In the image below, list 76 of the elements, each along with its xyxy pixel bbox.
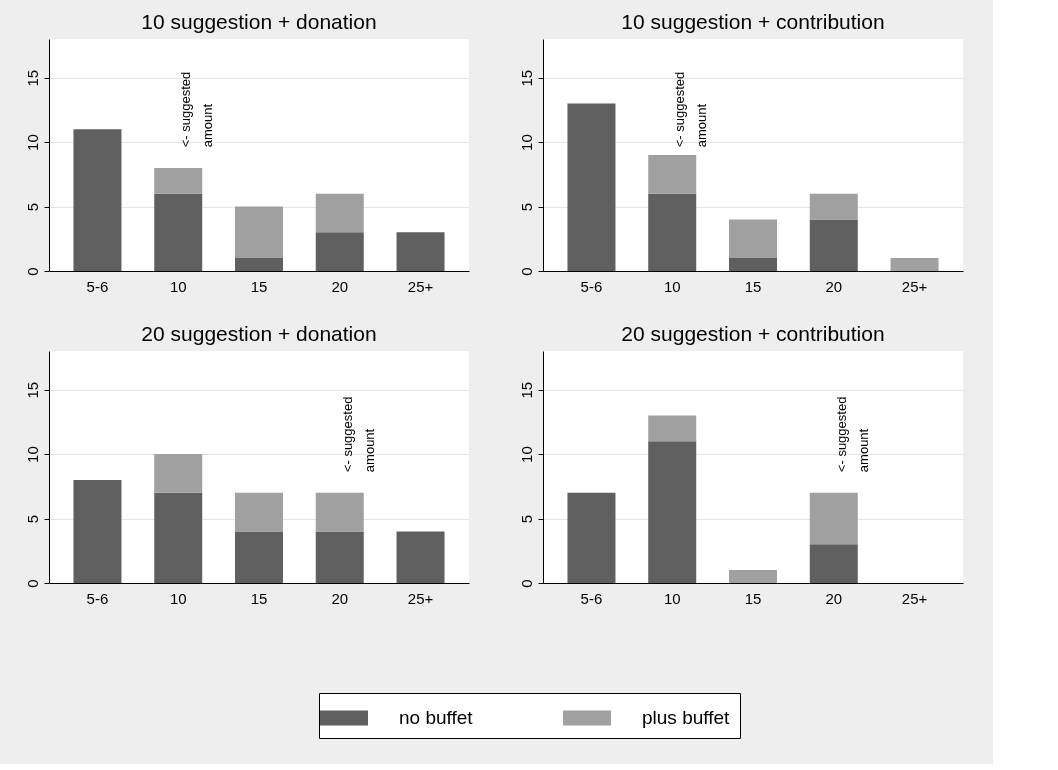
bar	[73, 129, 122, 271]
bar	[729, 570, 777, 583]
y-tick-label: 0	[517, 579, 535, 588]
chart-title: 20 suggestion + contribution	[621, 322, 885, 345]
bar	[809, 193, 858, 220]
x-tick-label: 5-6	[86, 277, 109, 295]
x-tick-label: 15	[744, 589, 762, 607]
bar	[315, 232, 364, 271]
x-tick-label: 10	[663, 277, 681, 295]
x-tick-label: 15	[744, 277, 762, 295]
bar	[809, 544, 858, 583]
x-tick-label: 10	[169, 277, 187, 295]
chart-title: 10 suggestion + contribution	[621, 10, 885, 33]
x-tick-label: 25+	[407, 589, 434, 607]
x-tick-label: 25+	[407, 277, 434, 295]
bar	[809, 219, 858, 271]
x-tick-label: 20	[825, 589, 843, 607]
x-tick-label: 25+	[901, 589, 928, 607]
annotation: <- suggested amount	[339, 396, 377, 473]
y-tick-label: 0	[23, 579, 41, 588]
y-tick-label: 10	[23, 134, 41, 151]
y-tick-label: 0	[517, 267, 535, 276]
y-tick-label: 15	[23, 69, 41, 87]
bar	[154, 492, 203, 583]
y-tick-label: 15	[517, 381, 535, 399]
y-tick-label: 5	[23, 202, 41, 212]
annotation: <- suggested amount	[672, 71, 710, 148]
bar	[809, 492, 858, 545]
bar	[235, 258, 283, 271]
bar	[73, 479, 122, 583]
y-tick-label: 10	[517, 446, 535, 463]
bar	[154, 193, 203, 271]
x-tick-label: 10	[169, 589, 187, 607]
legend-label: plus buffet	[642, 707, 731, 728]
bar	[648, 415, 697, 442]
legend-label: no buffet	[399, 707, 474, 728]
x-tick-label: 25+	[901, 277, 928, 295]
bar	[729, 258, 777, 271]
bar	[567, 492, 616, 583]
y-tick-label: 10	[23, 446, 41, 463]
x-tick-label: 5-6	[580, 589, 603, 607]
y-tick-label: 5	[517, 514, 535, 524]
x-tick-label: 20	[331, 589, 349, 607]
annotation: <- suggested amount	[178, 71, 216, 148]
bar	[648, 441, 697, 583]
y-tick-label: 5	[23, 514, 41, 524]
bar	[235, 531, 283, 583]
bar	[729, 219, 777, 259]
y-tick-label: 15	[517, 69, 535, 87]
bar	[648, 155, 697, 194]
x-tick-label: 5-6	[580, 277, 603, 295]
x-tick-label: 15	[250, 589, 268, 607]
x-tick-label: 10	[663, 589, 681, 607]
bar	[315, 492, 364, 532]
bar	[154, 454, 203, 493]
bar	[567, 103, 616, 271]
bar	[396, 232, 445, 271]
chart-title: 20 suggestion + donation	[141, 322, 377, 345]
y-tick-label: 15	[23, 381, 41, 399]
y-tick-label: 10	[517, 134, 535, 151]
bar	[890, 258, 939, 271]
x-tick-label: 15	[250, 277, 268, 295]
bar	[154, 167, 203, 194]
bar	[315, 531, 364, 583]
x-tick-label: 20	[331, 277, 349, 295]
x-tick-label: 20	[825, 277, 843, 295]
y-tick-label: 0	[23, 267, 41, 276]
bar	[396, 531, 445, 583]
x-tick-label: 5-6	[86, 589, 109, 607]
bar	[648, 193, 697, 271]
bar	[235, 206, 283, 259]
annotation: <- suggested amount	[833, 396, 871, 473]
bar	[235, 492, 283, 532]
bar	[315, 193, 364, 233]
y-tick-label: 5	[517, 202, 535, 212]
chart-title: 10 suggestion + donation	[141, 10, 377, 33]
